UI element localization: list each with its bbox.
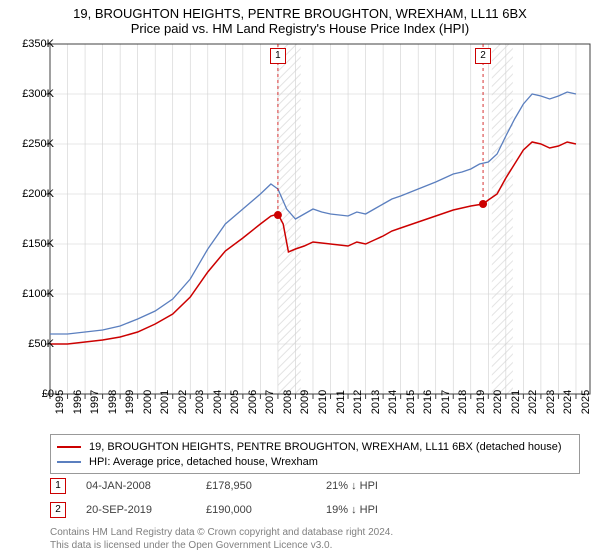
xaxis-tick-label: 2023: [545, 390, 557, 414]
xaxis-tick-label: 1995: [54, 390, 66, 414]
xaxis-tick-label: 2002: [177, 390, 189, 414]
xaxis-tick-label: 2012: [352, 390, 364, 414]
xaxis-tick-label: 1999: [124, 390, 136, 414]
yaxis-tick-label: £300K: [22, 88, 54, 100]
yaxis-tick-label: £250K: [22, 138, 54, 150]
xaxis-tick-label: 2006: [247, 390, 259, 414]
xaxis-tick-label: 2014: [387, 390, 399, 414]
footer-line: Contains HM Land Registry data © Crown c…: [50, 526, 393, 539]
title-main: 19, BROUGHTON HEIGHTS, PENTRE BROUGHTON,…: [0, 0, 600, 21]
marker-2-icon: 2: [475, 48, 491, 64]
xaxis-tick-label: 2010: [317, 390, 329, 414]
legend-label: HPI: Average price, detached house, Wrex…: [89, 456, 318, 468]
xaxis-tick-label: 2017: [440, 390, 452, 414]
legend: 19, BROUGHTON HEIGHTS, PENTRE BROUGHTON,…: [50, 434, 580, 474]
xaxis-tick-label: 2020: [492, 390, 504, 414]
marker-1-icon: 1: [270, 48, 286, 64]
xaxis-tick-label: 2003: [194, 390, 206, 414]
footer: Contains HM Land Registry data © Crown c…: [50, 526, 393, 552]
xaxis-tick-label: 2021: [510, 390, 522, 414]
data-row: 2 20-SEP-2019 £190,000 19% ↓ HPI: [50, 500, 580, 520]
xaxis-tick-label: 2024: [562, 390, 574, 414]
xaxis-tick-label: 1998: [107, 390, 119, 414]
xaxis-tick-label: 2001: [159, 390, 171, 414]
legend-row: HPI: Average price, detached house, Wrex…: [57, 454, 573, 469]
xaxis-tick-label: 2009: [299, 390, 311, 414]
xaxis-tick-label: 2018: [457, 390, 469, 414]
legend-label: 19, BROUGHTON HEIGHTS, PENTRE BROUGHTON,…: [89, 441, 562, 453]
footer-line: This data is licensed under the Open Gov…: [50, 539, 393, 552]
yaxis-tick-label: £50K: [28, 338, 54, 350]
xaxis-tick-label: 2011: [335, 390, 347, 414]
data-row: 1 04-JAN-2008 £178,950 21% ↓ HPI: [50, 476, 580, 496]
legend-swatch-hpi: [57, 461, 81, 463]
plot-area: [50, 44, 590, 394]
marker-2-icon: 2: [50, 502, 66, 518]
xaxis-tick-label: 1997: [89, 390, 101, 414]
sale-delta: 21% ↓ HPI: [326, 480, 446, 492]
xaxis-tick-label: 2016: [422, 390, 434, 414]
xaxis-tick-label: 2004: [212, 390, 224, 414]
xaxis-tick-label: 2022: [527, 390, 539, 414]
xaxis-tick-label: 2015: [405, 390, 417, 414]
legend-swatch-property: [57, 446, 81, 448]
xaxis-tick-label: 2013: [370, 390, 382, 414]
title-sub: Price paid vs. HM Land Registry's House …: [0, 21, 600, 40]
data-table: 1 04-JAN-2008 £178,950 21% ↓ HPI 2 20-SE…: [50, 476, 580, 524]
sale-date: 04-JAN-2008: [86, 480, 206, 492]
sale-price: £190,000: [206, 504, 326, 516]
xaxis-tick-label: 2025: [580, 390, 592, 414]
yaxis-tick-label: £0: [42, 388, 54, 400]
marker-1-icon: 1: [50, 478, 66, 494]
yaxis-tick-label: £150K: [22, 238, 54, 250]
sale-delta: 19% ↓ HPI: [326, 504, 446, 516]
yaxis-tick-label: £350K: [22, 38, 54, 50]
xaxis-tick-label: 2005: [229, 390, 241, 414]
sale-price: £178,950: [206, 480, 326, 492]
xaxis-tick-label: 2019: [475, 390, 487, 414]
legend-row: 19, BROUGHTON HEIGHTS, PENTRE BROUGHTON,…: [57, 439, 573, 454]
sale-date: 20-SEP-2019: [86, 504, 206, 516]
xaxis-tick-label: 2007: [264, 390, 276, 414]
yaxis-tick-label: £200K: [22, 188, 54, 200]
xaxis-tick-label: 2008: [282, 390, 294, 414]
xaxis-tick-label: 1996: [72, 390, 84, 414]
yaxis-tick-label: £100K: [22, 288, 54, 300]
xaxis-tick-label: 2000: [142, 390, 154, 414]
